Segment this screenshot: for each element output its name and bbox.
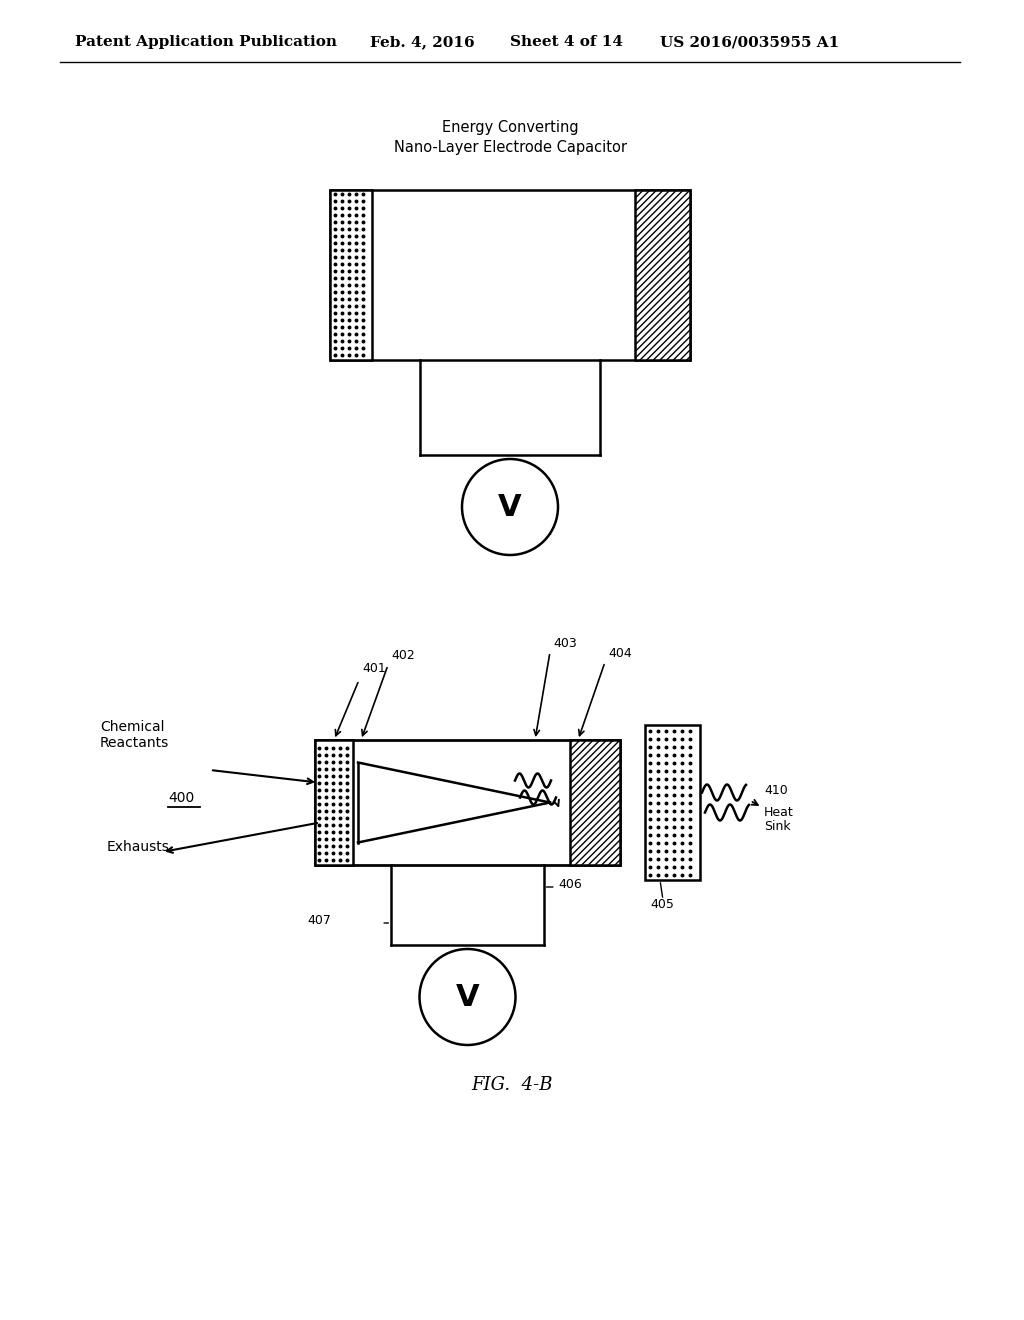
Text: Feb. 4, 2016: Feb. 4, 2016 bbox=[370, 36, 475, 49]
Bar bbox=[315, 741, 620, 865]
Text: 405: 405 bbox=[650, 899, 674, 912]
Bar bbox=[570, 741, 620, 865]
Text: Heat
Sink: Heat Sink bbox=[764, 805, 794, 833]
Text: 400: 400 bbox=[168, 791, 195, 804]
Bar bbox=[635, 190, 690, 360]
Circle shape bbox=[462, 459, 558, 554]
Text: Energy Converting
Nano-Layer Electrode Capacitor: Energy Converting Nano-Layer Electrode C… bbox=[393, 120, 627, 154]
Text: Chemical
Reactants: Chemical Reactants bbox=[100, 719, 169, 750]
Text: 402: 402 bbox=[391, 649, 415, 663]
Bar bbox=[315, 741, 353, 865]
Text: 403: 403 bbox=[553, 638, 577, 649]
Bar bbox=[330, 190, 372, 360]
Text: Patent Application Publication: Patent Application Publication bbox=[75, 36, 337, 49]
Text: Sheet 4 of 14: Sheet 4 of 14 bbox=[510, 36, 623, 49]
Text: 404: 404 bbox=[608, 647, 632, 660]
Text: 401: 401 bbox=[362, 663, 386, 675]
Circle shape bbox=[420, 949, 515, 1045]
Text: V: V bbox=[499, 492, 522, 521]
Text: 410: 410 bbox=[764, 784, 787, 797]
Bar bbox=[645, 725, 700, 880]
Text: Exhausts: Exhausts bbox=[106, 840, 170, 854]
Text: 406: 406 bbox=[559, 879, 583, 891]
Bar bbox=[330, 190, 690, 360]
Text: V: V bbox=[456, 982, 479, 1011]
Text: FIG.  4-A: FIG. 4-A bbox=[471, 521, 553, 539]
Text: FIG.  4-B: FIG. 4-B bbox=[471, 1076, 553, 1094]
Text: US 2016/0035955 A1: US 2016/0035955 A1 bbox=[660, 36, 840, 49]
Text: 407: 407 bbox=[307, 913, 331, 927]
